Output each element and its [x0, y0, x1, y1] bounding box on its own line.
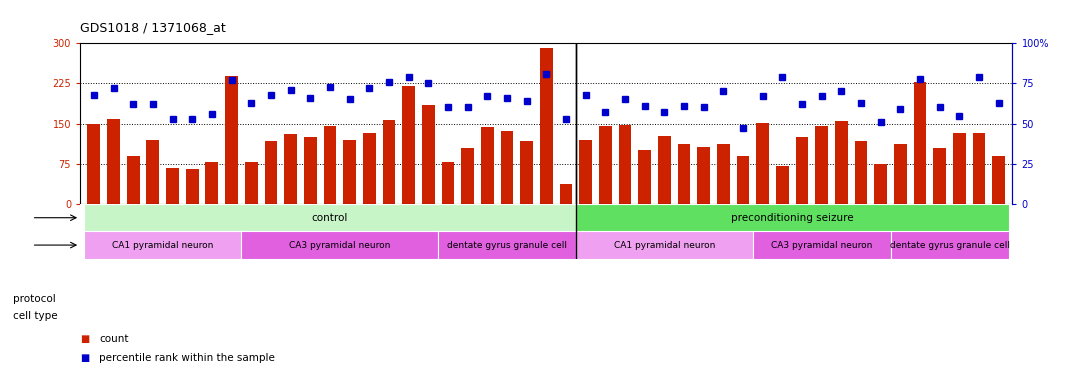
- Text: ■: ■: [80, 334, 90, 344]
- Text: CA1 pyramidal neuron: CA1 pyramidal neuron: [112, 241, 214, 250]
- Text: GDS1018 / 1371068_at: GDS1018 / 1371068_at: [80, 21, 225, 34]
- Text: CA3 pyramidal neuron: CA3 pyramidal neuron: [771, 241, 873, 250]
- Text: percentile rank within the sample: percentile rank within the sample: [99, 353, 276, 363]
- Bar: [776, 166, 788, 204]
- Bar: [835, 121, 848, 204]
- Bar: [382, 120, 395, 204]
- Bar: [677, 144, 690, 204]
- Bar: [167, 168, 179, 204]
- Bar: [540, 48, 552, 204]
- Bar: [441, 162, 454, 204]
- Text: control: control: [312, 213, 348, 223]
- Bar: [520, 141, 533, 204]
- Bar: [854, 141, 867, 204]
- Text: cell type: cell type: [13, 311, 58, 321]
- Bar: [717, 144, 729, 204]
- Bar: [599, 126, 612, 204]
- Bar: [304, 137, 316, 204]
- Bar: [658, 136, 671, 204]
- Bar: [245, 162, 257, 204]
- Bar: [697, 147, 710, 204]
- Bar: [992, 156, 1005, 204]
- Bar: [265, 141, 278, 204]
- Bar: [284, 134, 297, 204]
- Bar: [875, 164, 888, 204]
- Bar: [205, 162, 218, 204]
- Bar: [363, 133, 376, 204]
- Text: dentate gyrus granule cell: dentate gyrus granule cell: [890, 241, 1009, 250]
- Bar: [403, 86, 415, 204]
- Bar: [815, 126, 828, 204]
- Text: ■: ■: [80, 353, 90, 363]
- Bar: [756, 123, 769, 204]
- Bar: [953, 133, 965, 204]
- Bar: [737, 156, 750, 204]
- Bar: [146, 140, 159, 204]
- Text: count: count: [99, 334, 129, 344]
- Bar: [84, 204, 576, 231]
- Bar: [186, 169, 199, 204]
- Bar: [560, 184, 572, 204]
- Bar: [579, 140, 592, 204]
- Bar: [796, 137, 808, 204]
- Bar: [438, 231, 576, 259]
- Bar: [973, 133, 986, 204]
- Bar: [84, 231, 241, 259]
- Bar: [576, 204, 1008, 231]
- Bar: [913, 82, 926, 204]
- Bar: [891, 231, 1008, 259]
- Bar: [343, 140, 356, 204]
- Bar: [241, 231, 438, 259]
- Text: dentate gyrus granule cell: dentate gyrus granule cell: [446, 241, 567, 250]
- Bar: [753, 231, 891, 259]
- Bar: [127, 156, 140, 204]
- Bar: [933, 148, 946, 204]
- Text: CA3 pyramidal neuron: CA3 pyramidal neuron: [289, 241, 391, 250]
- Bar: [618, 124, 631, 204]
- Bar: [225, 76, 238, 204]
- Bar: [576, 231, 753, 259]
- Bar: [639, 150, 651, 204]
- Bar: [422, 105, 435, 204]
- Bar: [501, 130, 514, 204]
- Bar: [481, 128, 493, 204]
- Bar: [894, 144, 907, 204]
- Bar: [324, 126, 336, 204]
- Text: preconditioning seizure: preconditioning seizure: [731, 213, 853, 223]
- Bar: [107, 119, 120, 204]
- Bar: [461, 148, 474, 204]
- Text: protocol: protocol: [13, 294, 56, 304]
- Bar: [88, 124, 100, 204]
- Text: CA1 pyramidal neuron: CA1 pyramidal neuron: [614, 241, 714, 250]
